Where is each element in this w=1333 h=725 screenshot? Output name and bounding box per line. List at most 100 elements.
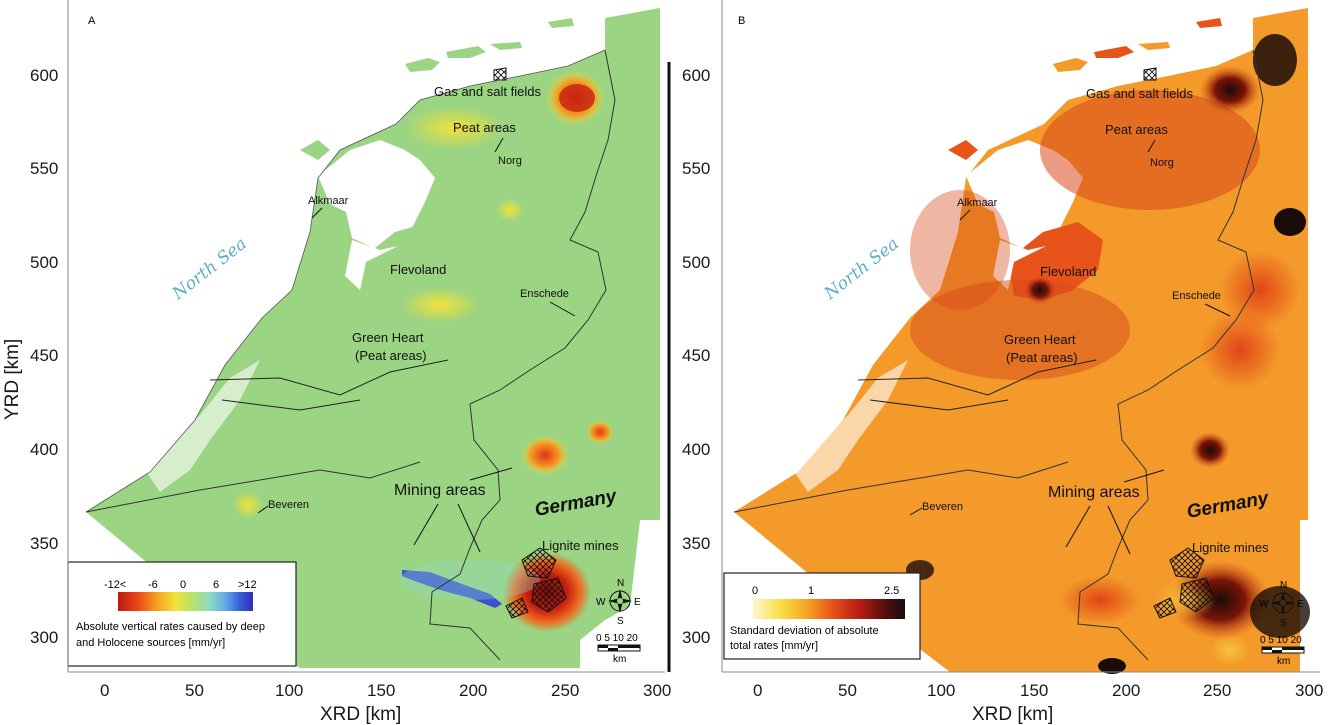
y-tick: 400 xyxy=(682,440,710,459)
scale-a-unit: km xyxy=(613,654,626,665)
panel-a-ijsselmeer xyxy=(318,140,435,250)
legend-a-tick: 0 xyxy=(180,579,186,591)
leader-alkmaar xyxy=(959,209,971,221)
x-tick: 250 xyxy=(551,681,579,700)
panel-a-island xyxy=(300,140,330,160)
panel-a-lignite-hatch xyxy=(521,547,557,579)
label-lignite-mines: Lignite mines xyxy=(1192,540,1269,555)
panel-b-dark-spot xyxy=(1253,34,1297,86)
scale-a-ticks: 0 5 10 20 xyxy=(596,633,638,644)
legend-a-tick: -6 xyxy=(148,579,158,591)
label-mining-areas: Mining areas xyxy=(1048,484,1140,501)
panel-a-flevoland xyxy=(360,222,455,300)
panel-b-compass: N S E W xyxy=(1259,580,1304,629)
panel-a-yellow-patch xyxy=(400,287,480,323)
scale-a-seg xyxy=(608,648,618,651)
panel-a: A xyxy=(2,0,671,725)
label-green-heart-sub: (Peat areas) xyxy=(1006,350,1078,365)
label-green-heart-sub: (Peat areas) xyxy=(355,348,427,363)
compass-n: N xyxy=(1280,580,1287,591)
panel-b-greenheart-speckle xyxy=(910,280,1130,380)
legend-a-colorbar xyxy=(118,592,253,611)
x-tick: 50 xyxy=(185,681,204,700)
label-gas-salt-fields: Gas and salt fields xyxy=(1086,86,1193,101)
legend-a-tick: >12 xyxy=(238,579,257,591)
legend-b-tick: 0 xyxy=(752,585,758,597)
panel-a-hotspot-mine-2 xyxy=(586,420,614,444)
label-gas-salt-fields: Gas and salt fields xyxy=(434,84,541,99)
panel-b-delta-water xyxy=(793,360,908,492)
panel-a-island xyxy=(548,18,574,28)
panel-a-island xyxy=(446,46,486,58)
scale-b-ticks: 0 5 10 20 xyxy=(1260,635,1302,646)
leader-norg xyxy=(494,137,504,153)
legend-b-tick: 2.5 xyxy=(884,585,899,597)
scale-a-seg xyxy=(618,645,640,648)
panel-a-gas-hatch xyxy=(493,67,507,81)
axis-a-y-ticks: 300 350 400 450 500 550 600 xyxy=(30,66,58,647)
panel-b-letter: B xyxy=(738,15,745,27)
panel-b-light-spot xyxy=(1210,634,1250,666)
panel-b-axes: 300 350 400 450 500 550 600 0 50 100 150… xyxy=(682,0,1323,725)
label-norg: Norg xyxy=(498,155,522,167)
axis-a-xlabel: XRD [km] xyxy=(320,704,401,725)
compass-w: W xyxy=(1259,599,1269,610)
panel-b-dark-spot xyxy=(1250,586,1310,638)
panel-b-speckle xyxy=(910,190,1010,310)
panel-b-border xyxy=(733,461,1069,513)
compass-s: S xyxy=(1280,618,1287,629)
panel-a-rivers xyxy=(209,359,449,411)
label-beveren: Beveren xyxy=(922,501,963,513)
compass-s: S xyxy=(617,616,624,627)
panel-a-lignite-hatch xyxy=(505,597,529,619)
x-tick: 0 xyxy=(100,681,109,700)
y-tick: 550 xyxy=(30,159,58,178)
panel-b-red-halo xyxy=(1200,310,1280,390)
panel-b-gas-hatch xyxy=(1143,67,1157,81)
scale-b-seg xyxy=(1272,650,1282,653)
x-tick: 150 xyxy=(367,681,395,700)
label-green-heart: Green Heart xyxy=(352,330,424,345)
scale-b-seg xyxy=(1262,647,1272,650)
label-alkmaar: Alkmaar xyxy=(308,195,349,207)
panel-a-lignite-hatch xyxy=(531,577,567,613)
scale-b-unit: km xyxy=(1277,656,1290,667)
leader-alkmaar xyxy=(311,207,323,219)
y-tick: 550 xyxy=(682,159,710,178)
label-peat-areas: Peat areas xyxy=(1105,122,1168,137)
panel-b-dark-spot xyxy=(1098,658,1126,674)
panel-b-island xyxy=(1053,58,1088,72)
y-tick: 450 xyxy=(30,346,58,365)
panel-b-map xyxy=(733,8,1310,674)
axis-a-x-ticks: 0 50 100 150 200 250 300 xyxy=(100,681,671,700)
axis-b-y-ticks: 300 350 400 450 500 550 600 xyxy=(682,66,710,647)
label-enschede: Enschede xyxy=(520,288,569,300)
leader-beveren xyxy=(257,505,269,514)
legend-a-tick: 6 xyxy=(213,579,219,591)
panel-a-scalebar: 0 5 10 20 km xyxy=(596,633,641,665)
x-tick: 300 xyxy=(1295,681,1323,700)
panel-a-border xyxy=(85,461,421,513)
y-tick: 350 xyxy=(30,534,58,553)
panel-a-border xyxy=(429,49,616,661)
label-alkmaar: Alkmaar xyxy=(957,197,998,209)
label-beveren: Beveren xyxy=(268,499,309,511)
panel-a-coast xyxy=(85,49,606,513)
panel-b-peat-speckle xyxy=(1040,90,1260,210)
panel-a-water xyxy=(345,240,398,290)
panel-a-map xyxy=(85,8,660,668)
panel-b-island xyxy=(1196,18,1222,28)
panel-a-legend: -12< -6 0 6 >12 Absolute vertical rates … xyxy=(67,561,297,667)
scale-b-seg xyxy=(1282,647,1304,650)
panel-a-delta-water xyxy=(145,360,260,492)
panel-a-hotspot-mine-1 xyxy=(521,435,569,475)
compass-e: E xyxy=(634,597,641,608)
label-flevoland: Flevoland xyxy=(1040,264,1096,279)
panel-b-legend: 0 1 2.5 Standard deviation of absolute t… xyxy=(723,572,921,660)
x-tick: 100 xyxy=(275,681,303,700)
compass-rose-icon xyxy=(608,589,632,613)
panel-b-scalebar: 0 5 10 20 km xyxy=(1260,635,1305,667)
label-green-heart: Green Heart xyxy=(1004,332,1076,347)
y-tick: 350 xyxy=(682,534,710,553)
